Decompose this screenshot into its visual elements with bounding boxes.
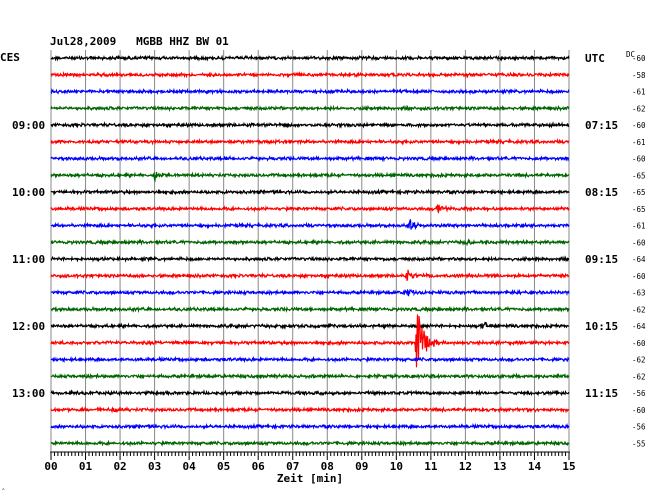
right-hour-label: 08:15 bbox=[585, 186, 618, 199]
trace-line bbox=[50, 305, 570, 314]
trace-line bbox=[50, 104, 570, 113]
left-hour-label: 11:00 bbox=[12, 253, 45, 266]
right-hour-label: 10:15 bbox=[585, 320, 618, 333]
left-hour-label: 12:00 bbox=[12, 320, 45, 333]
corner-mark: ‸ bbox=[2, 481, 5, 490]
dc-value: -62 bbox=[632, 305, 646, 314]
trace-line bbox=[50, 439, 570, 448]
right-hour-label: 07:15 bbox=[585, 119, 618, 132]
trace-line bbox=[50, 355, 570, 364]
dc-value: -61 bbox=[632, 138, 646, 147]
dc-value: -62 bbox=[632, 356, 646, 365]
trace-line bbox=[50, 321, 570, 330]
right-hour-label: 09:15 bbox=[585, 253, 618, 266]
x-tick-label: 04 bbox=[183, 460, 197, 473]
dc-value: -62 bbox=[632, 372, 646, 381]
x-tick-label: 08 bbox=[321, 460, 334, 473]
dc-value: -65 bbox=[632, 171, 646, 180]
right-hour-label: 11:15 bbox=[585, 387, 618, 400]
dc-value: -62 bbox=[632, 104, 646, 113]
trace-line bbox=[50, 54, 570, 62]
x-tick-label: 10 bbox=[390, 460, 403, 473]
x-axis: 00 01 02 03 04 05 06 07 08 09 10 11 12 13 14 15 bbox=[44, 451, 576, 473]
x-tick-label: 07 bbox=[286, 460, 299, 473]
trace-line bbox=[50, 422, 570, 431]
trace-line bbox=[50, 154, 570, 163]
right-hour-label: UTC bbox=[585, 52, 605, 65]
trace-line bbox=[50, 70, 570, 79]
x-tick-label: 15 bbox=[562, 460, 575, 473]
dc-value: -60 bbox=[632, 54, 646, 63]
dc-value: -61 bbox=[632, 222, 646, 231]
chart-title: Jul28,2009 MGBB HHZ BW 01 bbox=[50, 35, 229, 48]
x-tick-label: 05 bbox=[217, 460, 230, 473]
x-tick-label: 03 bbox=[148, 460, 161, 473]
dc-value: -60 bbox=[632, 339, 646, 348]
dc-value: -55 bbox=[632, 439, 646, 448]
x-tick-label: 14 bbox=[528, 460, 542, 473]
dc-value: -60 bbox=[632, 238, 646, 247]
trace-line bbox=[50, 389, 570, 397]
trace-line bbox=[50, 405, 570, 414]
dc-value: -56 bbox=[632, 389, 646, 398]
x-tick-label: 02 bbox=[113, 460, 126, 473]
x-tick-label: 06 bbox=[252, 460, 266, 473]
left-hour-label: 13:00 bbox=[12, 387, 45, 400]
dc-value: -63 bbox=[632, 289, 646, 298]
trace-line bbox=[50, 204, 570, 214]
x-tick-label: 09 bbox=[355, 460, 368, 473]
dc-value: -61 bbox=[632, 88, 646, 97]
seismic-traces bbox=[50, 54, 570, 448]
left-hour-label: 10:00 bbox=[12, 186, 45, 199]
dc-value: -64 bbox=[632, 255, 646, 264]
dc-value: -60 bbox=[632, 406, 646, 415]
dc-value: -64 bbox=[632, 322, 646, 331]
minute-grid bbox=[50, 50, 570, 451]
x-tick-label: 13 bbox=[493, 460, 506, 473]
dc-value: -60 bbox=[632, 155, 646, 164]
trace-line bbox=[50, 87, 570, 96]
trace-line bbox=[50, 188, 570, 196]
trace-line bbox=[50, 121, 570, 129]
trace-line bbox=[50, 269, 570, 282]
x-tick-label: 00 bbox=[44, 460, 57, 473]
trace-line bbox=[50, 288, 570, 297]
trace-line bbox=[50, 219, 570, 231]
dc-value: -65 bbox=[632, 205, 646, 214]
dc-value: -58 bbox=[632, 71, 646, 80]
row-labels: 09:00 10:00 11:00 12:00 13:00 UTC 07:15 08:15 09… bbox=[12, 52, 646, 448]
dc-value: -60 bbox=[632, 272, 646, 281]
dc-value: -65 bbox=[632, 188, 646, 197]
trace-line bbox=[50, 238, 570, 247]
dc-value: -60 bbox=[632, 121, 646, 130]
trace-line bbox=[50, 314, 570, 368]
dc-value: -56 bbox=[632, 423, 646, 432]
x-tick-label: 11 bbox=[424, 460, 438, 473]
left-zone-label: CES bbox=[0, 51, 20, 64]
x-tick-label: 01 bbox=[79, 460, 93, 473]
x-tick-label: 12 bbox=[459, 460, 472, 473]
left-hour-label: 09:00 bbox=[12, 119, 45, 132]
trace-line bbox=[50, 171, 570, 183]
trace-line bbox=[50, 255, 570, 263]
dc-header: DC bbox=[626, 50, 635, 59]
trace-line bbox=[50, 137, 570, 146]
trace-line bbox=[50, 372, 570, 380]
x-axis-title: Zeit [min] bbox=[277, 472, 343, 485]
